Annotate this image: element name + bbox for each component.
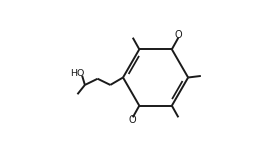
- Text: HO: HO: [70, 69, 85, 78]
- Text: O: O: [175, 30, 182, 40]
- Text: O: O: [129, 115, 136, 125]
